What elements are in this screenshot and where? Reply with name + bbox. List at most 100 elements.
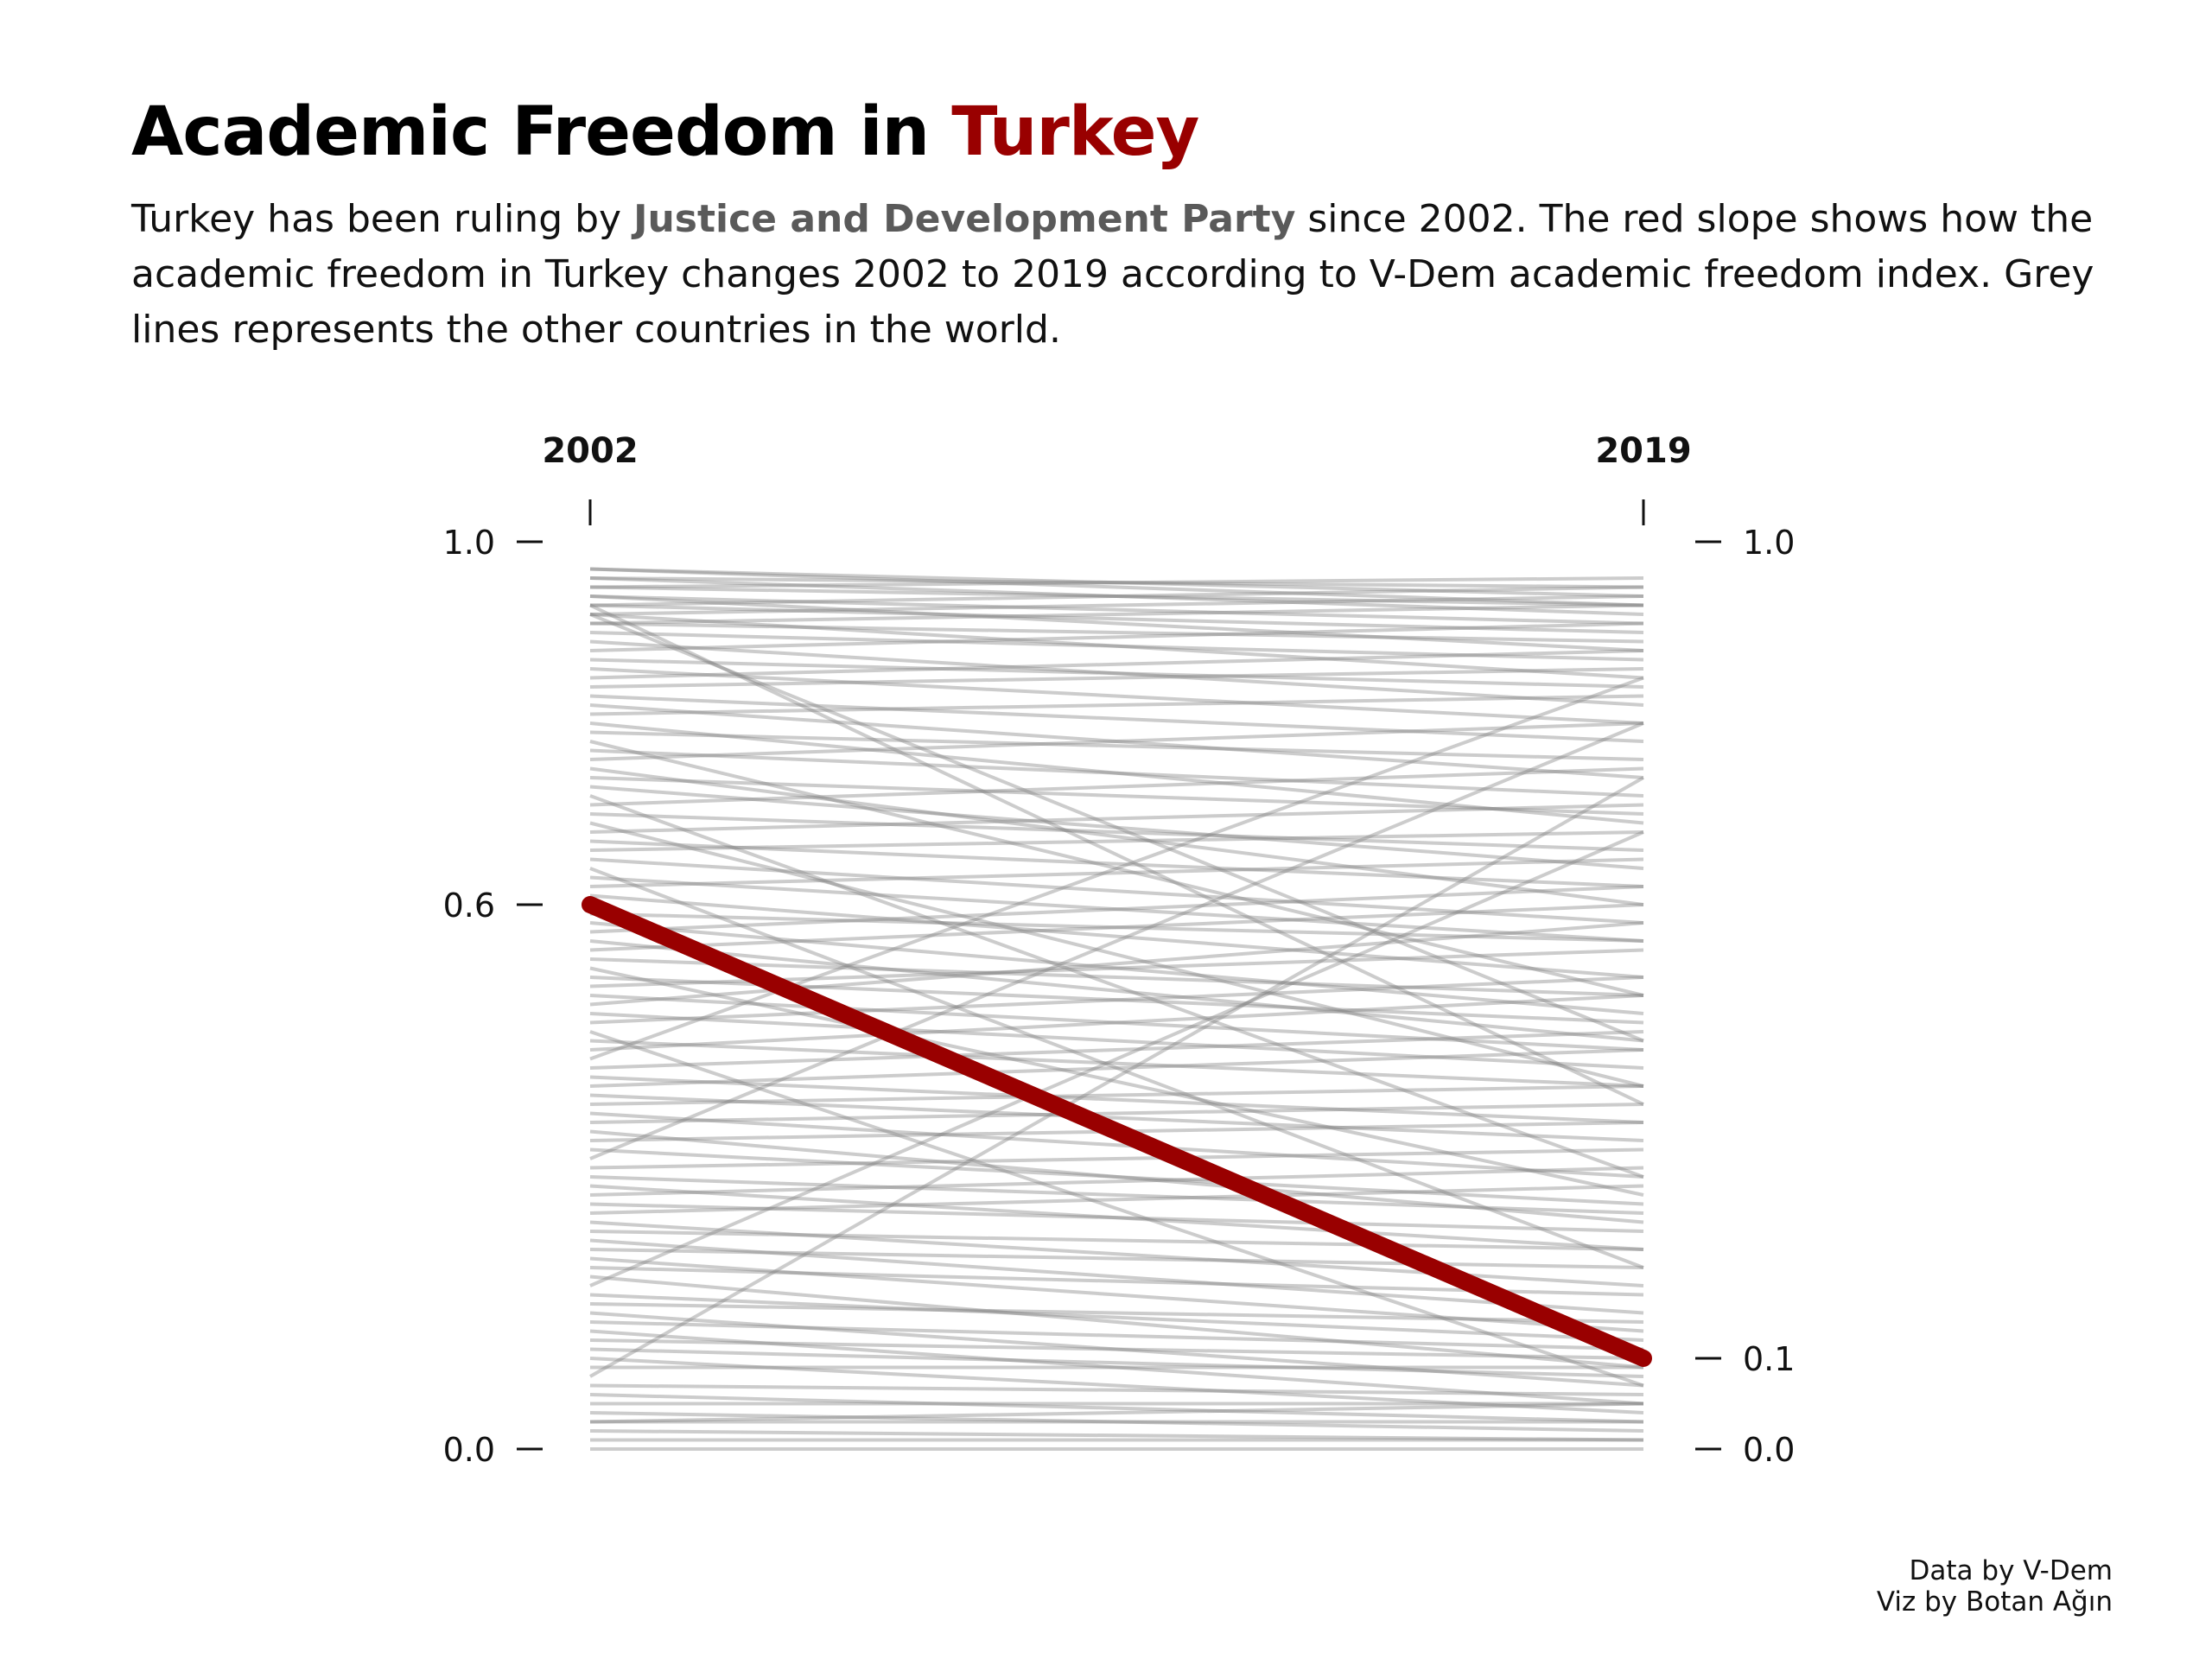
country-line-30 bbox=[589, 748, 1644, 798]
country-line-95 bbox=[589, 1347, 1644, 1378]
country-line-13 bbox=[589, 621, 1644, 644]
country-line-80 bbox=[589, 1184, 1644, 1215]
country-line-2 bbox=[589, 567, 1644, 598]
right-axis-label-1.0: 1.0 bbox=[1743, 524, 1795, 562]
country-line-10 bbox=[589, 585, 1644, 607]
country-line-67 bbox=[589, 1093, 1644, 1142]
country-line-43 bbox=[589, 867, 1644, 1269]
country-line-99 bbox=[589, 1383, 1644, 1396]
country-line-34 bbox=[589, 785, 1644, 870]
country-line-6 bbox=[589, 576, 1644, 589]
country-line-59 bbox=[589, 976, 1644, 1025]
country-line-9 bbox=[589, 603, 1644, 634]
subtitle-before: Turkey has been ruling by bbox=[131, 197, 634, 241]
other-countries-lines bbox=[589, 567, 1644, 1451]
country-line-21 bbox=[589, 667, 1644, 725]
country-line-12 bbox=[589, 594, 1644, 616]
left-axis-label-1.0: 1.0 bbox=[443, 524, 495, 562]
country-line-18 bbox=[589, 639, 1644, 707]
country-line-102 bbox=[589, 1411, 1644, 1433]
country-line-78 bbox=[589, 1166, 1644, 1197]
country-line-32 bbox=[589, 766, 1644, 906]
country-line-28 bbox=[589, 730, 1644, 761]
country-line-98 bbox=[589, 776, 1644, 1378]
country-line-33 bbox=[589, 776, 1644, 816]
country-line-52 bbox=[589, 957, 1644, 997]
country-line-90 bbox=[589, 1302, 1644, 1324]
country-line-14 bbox=[589, 603, 1644, 626]
country-line-3 bbox=[589, 576, 1644, 589]
country-line-77 bbox=[589, 1184, 1644, 1251]
title-prefix: Academic Freedom in bbox=[131, 93, 952, 171]
country-line-7 bbox=[589, 594, 1644, 626]
country-line-92 bbox=[589, 1320, 1644, 1351]
country-line-71 bbox=[589, 1129, 1644, 1224]
country-line-48 bbox=[589, 921, 1644, 1015]
country-line-15 bbox=[589, 631, 1644, 662]
country-line-4 bbox=[589, 576, 1644, 616]
country-line-26 bbox=[589, 694, 1644, 716]
viz-author-credit: Viz by Botan Ağın bbox=[1876, 1586, 2113, 1618]
country-line-94 bbox=[589, 1338, 1644, 1360]
country-line-57 bbox=[589, 921, 1644, 1007]
country-line-75 bbox=[589, 1147, 1644, 1170]
country-line-40 bbox=[589, 839, 1644, 888]
country-line-20 bbox=[589, 658, 1644, 689]
credits: Data by V-Dem Viz by Botan Ağın bbox=[1877, 1555, 2113, 1618]
country-line-41 bbox=[589, 830, 1644, 852]
country-line-65 bbox=[589, 1075, 1644, 1124]
country-line-38 bbox=[589, 821, 1644, 1088]
country-line-69 bbox=[589, 1111, 1644, 1179]
country-line-50 bbox=[589, 939, 1644, 1043]
country-line-66 bbox=[589, 1048, 1644, 1088]
country-line-96 bbox=[589, 1357, 1644, 1414]
country-line-23 bbox=[589, 667, 1644, 689]
country-line-35 bbox=[589, 794, 1644, 1179]
country-line-44 bbox=[589, 875, 1644, 943]
country-line-104 bbox=[589, 1429, 1644, 1442]
country-line-64 bbox=[589, 1030, 1644, 1070]
left-axis-label-0.0: 0.0 bbox=[443, 1431, 495, 1469]
country-line-11 bbox=[589, 613, 1644, 680]
title-highlight: Turkey bbox=[951, 93, 1199, 171]
country-line-51 bbox=[589, 903, 1644, 952]
chart-subtitle: Turkey has been ruling by Justice and De… bbox=[131, 192, 2119, 358]
country-line-60 bbox=[589, 1030, 1644, 1388]
country-line-85 bbox=[589, 1256, 1644, 1333]
country-line-47 bbox=[589, 912, 1644, 943]
country-line-84 bbox=[589, 1248, 1644, 1269]
country-line-36 bbox=[589, 766, 1644, 807]
country-line-68 bbox=[589, 1084, 1644, 1106]
left-axis-label-0.6: 0.6 bbox=[443, 887, 495, 925]
x-label-2002: 2002 bbox=[542, 431, 638, 471]
country-line-73 bbox=[589, 1147, 1644, 1206]
country-line-16 bbox=[589, 603, 1644, 1106]
country-line-74 bbox=[589, 721, 1644, 1160]
chart-title: Academic Freedom in Turkey bbox=[131, 93, 1199, 171]
country-line-53 bbox=[589, 966, 1644, 1197]
country-line-39 bbox=[589, 803, 1644, 834]
x-label-2019: 2019 bbox=[1595, 431, 1691, 471]
country-line-62 bbox=[589, 994, 1644, 1052]
country-line-61 bbox=[589, 1039, 1644, 1088]
country-line-82 bbox=[589, 1230, 1644, 1251]
country-line-8 bbox=[589, 594, 1644, 652]
left-axis: 1.0 0.6 0.0 bbox=[443, 524, 543, 1469]
country-line-91 bbox=[589, 1311, 1644, 1388]
country-line-19 bbox=[589, 621, 1644, 652]
country-line-100 bbox=[589, 1393, 1644, 1424]
country-line-56 bbox=[589, 994, 1644, 1052]
country-line-58 bbox=[589, 1012, 1644, 1070]
country-line-37 bbox=[589, 812, 1644, 852]
country-line-107 bbox=[589, 1402, 1644, 1424]
right-axis-label-0.1: 0.1 bbox=[1743, 1340, 1795, 1378]
country-line-31 bbox=[589, 721, 1644, 761]
subtitle-after: since 2002. The red slope shows how the … bbox=[131, 197, 2094, 352]
country-line-63 bbox=[589, 676, 1644, 1061]
right-axis: 1.0 0.1 0.0 bbox=[1695, 524, 1795, 1469]
country-line-25 bbox=[589, 703, 1644, 779]
country-line-88 bbox=[589, 830, 1644, 1287]
turkey-slope-line bbox=[582, 896, 1652, 1367]
country-line-46 bbox=[589, 893, 1644, 979]
country-line-42 bbox=[589, 857, 1644, 925]
